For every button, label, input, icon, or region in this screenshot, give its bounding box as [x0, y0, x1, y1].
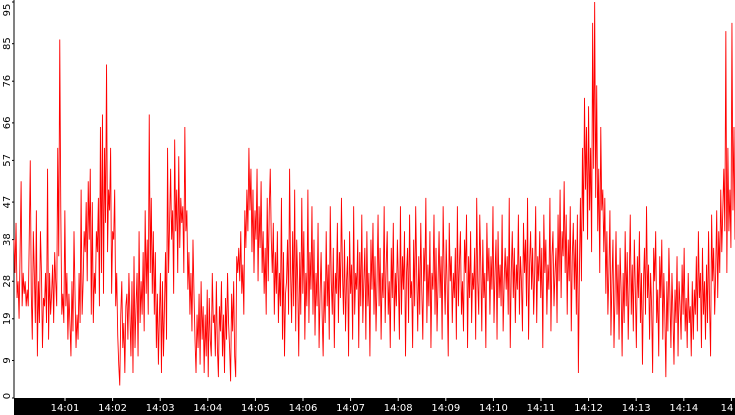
- x-tick-label: 14:06: [289, 403, 318, 414]
- y-tick-label: 19: [2, 312, 13, 325]
- x-tick-label: 14:02: [98, 403, 127, 414]
- series-line-0: [13, 1, 735, 386]
- y-tick-label: 85: [2, 37, 13, 50]
- y-tick-label: 76: [2, 75, 13, 88]
- y-tick-label: 38: [2, 233, 13, 246]
- x-tick-label: 14:07: [336, 403, 365, 414]
- x-tick-label: 14:03: [146, 403, 175, 414]
- x-tick-label: 14:10: [479, 403, 508, 414]
- x-tick-label: 14:13: [622, 403, 651, 414]
- y-axis-strip: [0, 0, 14, 415]
- x-axis: 14:01 14:02 14:03 14:04 14:05 14:06 14:07 14:08…: [14, 398, 735, 415]
- x-tick-label: 14:14: [669, 403, 698, 414]
- x-axis-band: [14, 398, 735, 415]
- x-tick-label: 14:05: [241, 403, 270, 414]
- x-tick-label: 14:01: [51, 403, 80, 414]
- y-tick-label: 9: [2, 357, 13, 363]
- x-tick-label: 14:09: [431, 403, 460, 414]
- x-tick-label: 14:11: [527, 403, 556, 414]
- series-layer: [13, 1, 735, 386]
- y-tick-label: 57: [2, 154, 13, 167]
- y-tick-label: 0: [2, 393, 13, 399]
- y-tick-label: 95: [2, 4, 13, 17]
- x-tick-label: 14: [721, 403, 734, 414]
- x-tick-label: 14:12: [574, 403, 603, 414]
- y-tick-label: 47: [2, 196, 13, 209]
- y-tick-label: 66: [2, 117, 13, 130]
- y-tick-label: 28: [2, 275, 13, 288]
- x-tick-label: 14:08: [384, 403, 413, 414]
- x-tick-label: 14:04: [193, 403, 222, 414]
- y-axis: 0 9 19 28 38 47 57 66 76 85 95: [0, 0, 15, 415]
